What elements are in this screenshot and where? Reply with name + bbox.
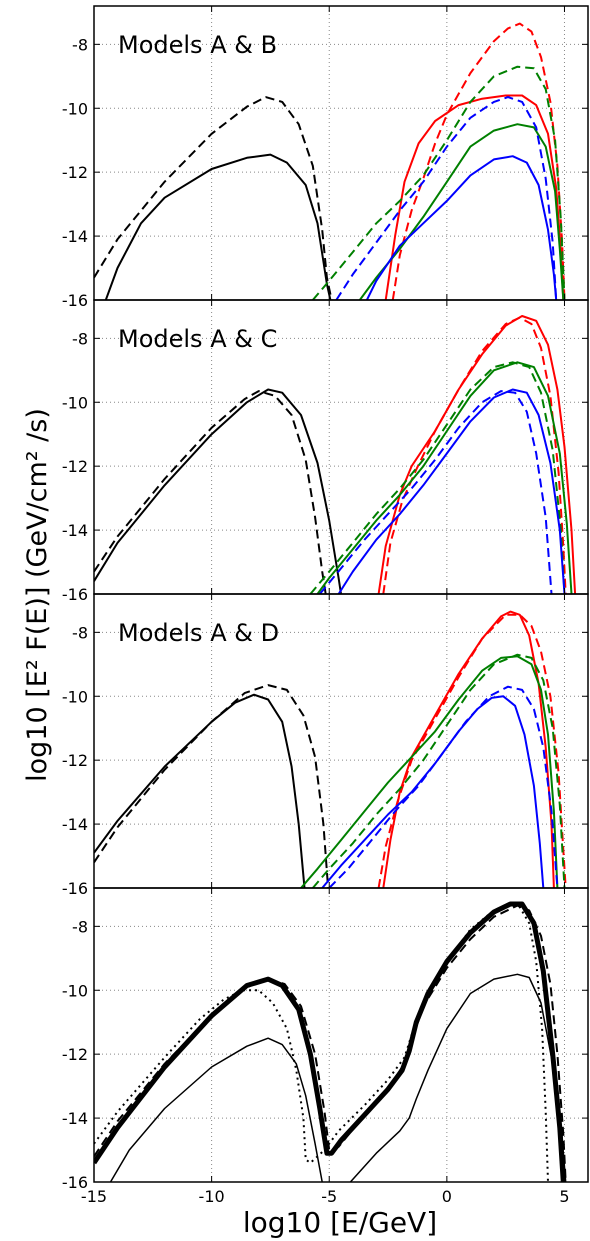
series-line-4: [382, 316, 567, 594]
y-tick-label: -8: [72, 623, 88, 642]
series-line-5: [316, 361, 573, 594]
panel-title: Models A & B: [118, 31, 277, 59]
series-line-3: [382, 610, 555, 888]
panel-title: Models A & C: [118, 325, 277, 353]
panel-title: Models A & D: [118, 619, 279, 647]
series-line-4: [391, 22, 566, 300]
x-tick-label: -10: [199, 1187, 225, 1206]
chart-panel-3: -8 -10 -12 -14 -16 Models A & D: [62, 593, 589, 898]
chart-panel-1: -8 -10 -12 -14 -16 Models A & B: [62, 5, 589, 310]
series-line-1: [94, 388, 342, 594]
series-line-2: [109, 1037, 323, 1182]
series-group: [94, 22, 566, 300]
y-axis-label: log10 [E² F(E)] (GeV/cm² /s): [22, 408, 53, 782]
y-tick-label: -12: [62, 1045, 88, 1064]
series-line-8: [319, 390, 553, 594]
y-tick-label: -14: [62, 227, 88, 246]
x-tick-label: -15: [81, 1187, 107, 1206]
y-tick-label: -14: [62, 521, 88, 540]
series-line-1: [94, 901, 566, 1182]
y-tick-label: -10: [62, 393, 88, 412]
series-group: [94, 315, 577, 594]
y-tick-label: -16: [62, 291, 88, 310]
series-line-1: [94, 693, 306, 888]
x-axis-label: log10 [E/GeV]: [243, 1206, 437, 1239]
series-line-5: [300, 655, 559, 888]
series-line-7: [337, 388, 566, 594]
chart-panel-4: -8 -10 -12 -14 -16-15 -10 -5 0 5: [62, 887, 589, 1206]
y-tick-label: -16: [62, 585, 88, 604]
y-tick-label: -16: [62, 879, 88, 898]
x-tick-label: 0: [442, 1187, 452, 1206]
y-tick-label: -14: [62, 1109, 88, 1128]
y-tick-label: -10: [62, 687, 88, 706]
y-tick-label: -10: [62, 99, 88, 118]
series-line-2: [94, 684, 330, 888]
series-line-7: [321, 695, 545, 888]
y-tick-label: -8: [72, 917, 88, 936]
series-line-3: [377, 315, 577, 594]
y-tick-label: -10: [62, 981, 88, 1000]
x-tick-label: -5: [321, 1187, 337, 1206]
series-line-6: [312, 653, 566, 888]
series-line-5: [94, 903, 549, 1182]
series-line-3: [384, 94, 565, 300]
series-line-3: [349, 973, 567, 1182]
y-tick-label: -14: [62, 815, 88, 834]
panel-frame: [93, 887, 589, 1183]
y-tick-label: -12: [62, 457, 88, 476]
y-tick-label: -12: [62, 751, 88, 770]
series-line-8: [328, 685, 559, 888]
y-tick-label: -16: [62, 1173, 88, 1192]
series-line-8: [335, 96, 558, 300]
series-line-6: [312, 65, 566, 300]
series-line-4: [94, 904, 567, 1182]
series-line-6: [309, 361, 566, 594]
series-line-5: [358, 123, 565, 300]
y-tick-label: -12: [62, 163, 88, 182]
series-group: [94, 901, 567, 1182]
panels: -8 -10 -12 -14 -16 Models A & B -8 -10 -12 -14 -16…: [62, 5, 589, 1206]
chart-panel-2: -8 -10 -12 -14 -16 Models A & C: [62, 299, 589, 604]
series-group: [94, 610, 567, 888]
series-line-4: [377, 613, 567, 888]
y-tick-label: -8: [72, 329, 88, 348]
series-line-2: [94, 390, 327, 594]
x-tick-label: 5: [559, 1187, 569, 1206]
y-tick-label: -8: [72, 35, 88, 54]
series-line-7: [366, 155, 558, 300]
series-line-1: [104, 153, 332, 300]
series-line-2: [94, 96, 333, 300]
